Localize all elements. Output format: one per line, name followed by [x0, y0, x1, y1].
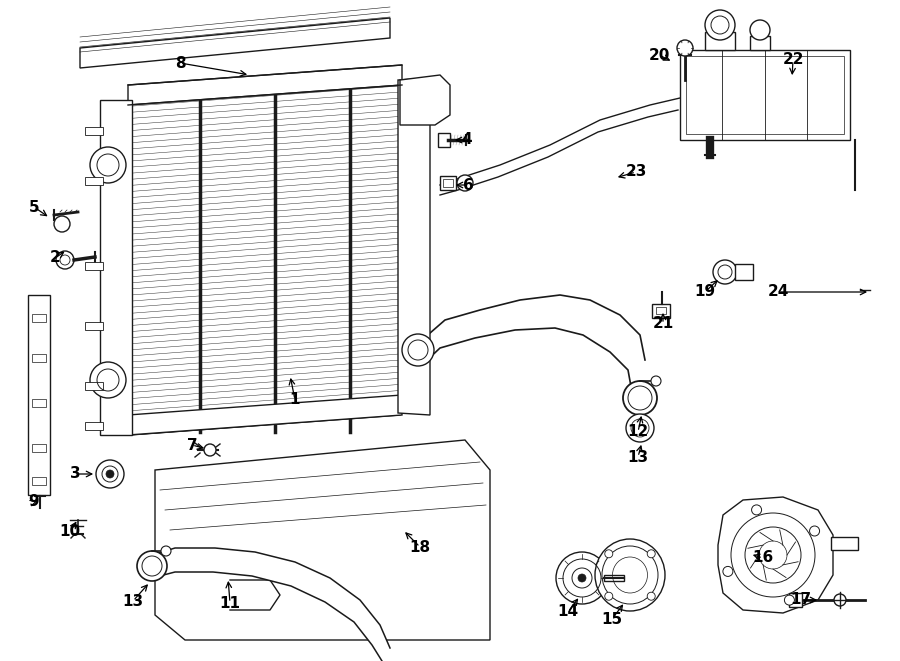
Text: 9: 9	[29, 494, 40, 510]
Bar	[440, 176, 456, 190]
Circle shape	[578, 574, 586, 582]
Circle shape	[402, 334, 434, 366]
Text: 13: 13	[627, 449, 649, 465]
Text: 12: 12	[627, 424, 649, 440]
Polygon shape	[100, 100, 132, 435]
Bar	[32, 477, 46, 485]
Circle shape	[56, 251, 74, 269]
Text: 15: 15	[601, 611, 623, 627]
Polygon shape	[422, 295, 645, 392]
Circle shape	[713, 260, 737, 284]
Polygon shape	[680, 50, 850, 140]
Polygon shape	[155, 440, 490, 640]
Circle shape	[161, 546, 171, 556]
Circle shape	[556, 552, 608, 604]
Bar	[735, 264, 753, 280]
Bar	[443, 179, 453, 187]
Text: 1: 1	[290, 393, 301, 407]
Polygon shape	[718, 497, 833, 613]
Text: 10: 10	[59, 524, 81, 539]
Text: 24: 24	[768, 284, 788, 299]
Polygon shape	[831, 537, 858, 550]
Bar	[750, 36, 770, 50]
Circle shape	[785, 595, 795, 605]
Circle shape	[90, 362, 126, 398]
Text: 18: 18	[410, 539, 430, 555]
Circle shape	[834, 594, 846, 606]
Polygon shape	[128, 395, 402, 435]
Bar	[656, 307, 666, 314]
Polygon shape	[80, 18, 390, 68]
Circle shape	[647, 592, 655, 600]
Bar	[85, 422, 103, 430]
Text: 14: 14	[557, 605, 579, 619]
Polygon shape	[686, 56, 844, 134]
Circle shape	[457, 175, 473, 191]
Circle shape	[651, 376, 661, 386]
Polygon shape	[398, 78, 430, 415]
Text: 16: 16	[752, 551, 774, 566]
Circle shape	[731, 513, 815, 597]
Circle shape	[705, 10, 735, 40]
Text: 21: 21	[652, 317, 673, 332]
Polygon shape	[440, 98, 680, 195]
Text: 13: 13	[122, 594, 144, 609]
Bar	[604, 575, 624, 581]
Text: 5: 5	[29, 200, 40, 215]
Polygon shape	[152, 548, 390, 661]
Text: 19: 19	[695, 284, 716, 299]
Bar	[85, 262, 103, 270]
Circle shape	[90, 147, 126, 183]
Text: 17: 17	[790, 592, 812, 607]
Bar	[32, 314, 46, 322]
Text: 3: 3	[69, 467, 80, 481]
Circle shape	[96, 460, 124, 488]
Circle shape	[810, 526, 820, 536]
Bar	[32, 399, 46, 407]
Bar	[438, 133, 450, 147]
Circle shape	[605, 592, 613, 600]
Bar	[85, 127, 103, 135]
Circle shape	[623, 381, 657, 415]
Circle shape	[750, 20, 770, 40]
Circle shape	[204, 444, 216, 456]
Polygon shape	[400, 75, 450, 125]
Circle shape	[54, 216, 70, 232]
Polygon shape	[128, 65, 402, 105]
Text: 23: 23	[626, 165, 647, 180]
Bar	[32, 444, 46, 452]
Text: 4: 4	[462, 132, 472, 147]
Circle shape	[106, 470, 114, 478]
Bar	[652, 304, 670, 318]
Circle shape	[605, 550, 613, 558]
Circle shape	[647, 550, 655, 558]
Circle shape	[137, 551, 167, 581]
Bar	[85, 177, 103, 185]
Text: 22: 22	[782, 52, 804, 67]
Bar	[85, 382, 103, 390]
Polygon shape	[28, 295, 50, 495]
Text: 20: 20	[648, 48, 670, 63]
Circle shape	[626, 414, 654, 442]
Bar	[32, 354, 46, 362]
Text: 8: 8	[175, 56, 185, 71]
Bar	[789, 593, 802, 607]
Circle shape	[723, 566, 733, 576]
Polygon shape	[130, 80, 400, 435]
Text: 6: 6	[463, 178, 473, 192]
Text: 11: 11	[220, 596, 240, 611]
Text: 7: 7	[186, 438, 197, 453]
Ellipse shape	[595, 539, 665, 611]
Circle shape	[677, 40, 693, 56]
Bar	[85, 322, 103, 330]
Bar	[705, 32, 735, 50]
Text: 2: 2	[50, 251, 60, 266]
Circle shape	[752, 505, 761, 515]
